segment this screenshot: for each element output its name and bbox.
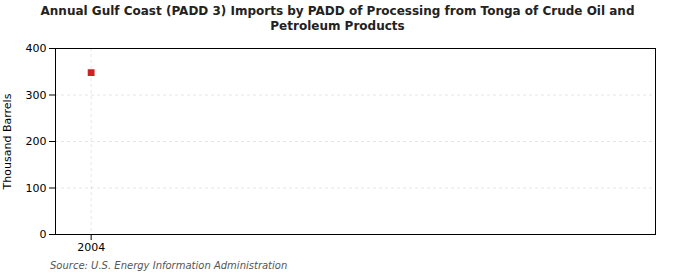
html-text:Annual Gulf Coast (PADD 3) Imp: Annual Gulf Coast (PADD 3) Imports by PA… (40, 4, 635, 33)
svg-text:400: 400 (26, 42, 47, 55)
svg-text:100: 100 (26, 182, 47, 195)
svg-text:0: 0 (40, 228, 47, 241)
svg-text:300: 300 (26, 89, 47, 102)
html-text:Source: U.S. Energy Informatio: Source: U.S. Energy Information Administ… (50, 260, 288, 271)
svg-text:2004: 2004 (77, 241, 105, 254)
svg-text:Thousand Barrels: Thousand Barrels (1, 93, 14, 190)
svg-text:200: 200 (26, 135, 47, 148)
